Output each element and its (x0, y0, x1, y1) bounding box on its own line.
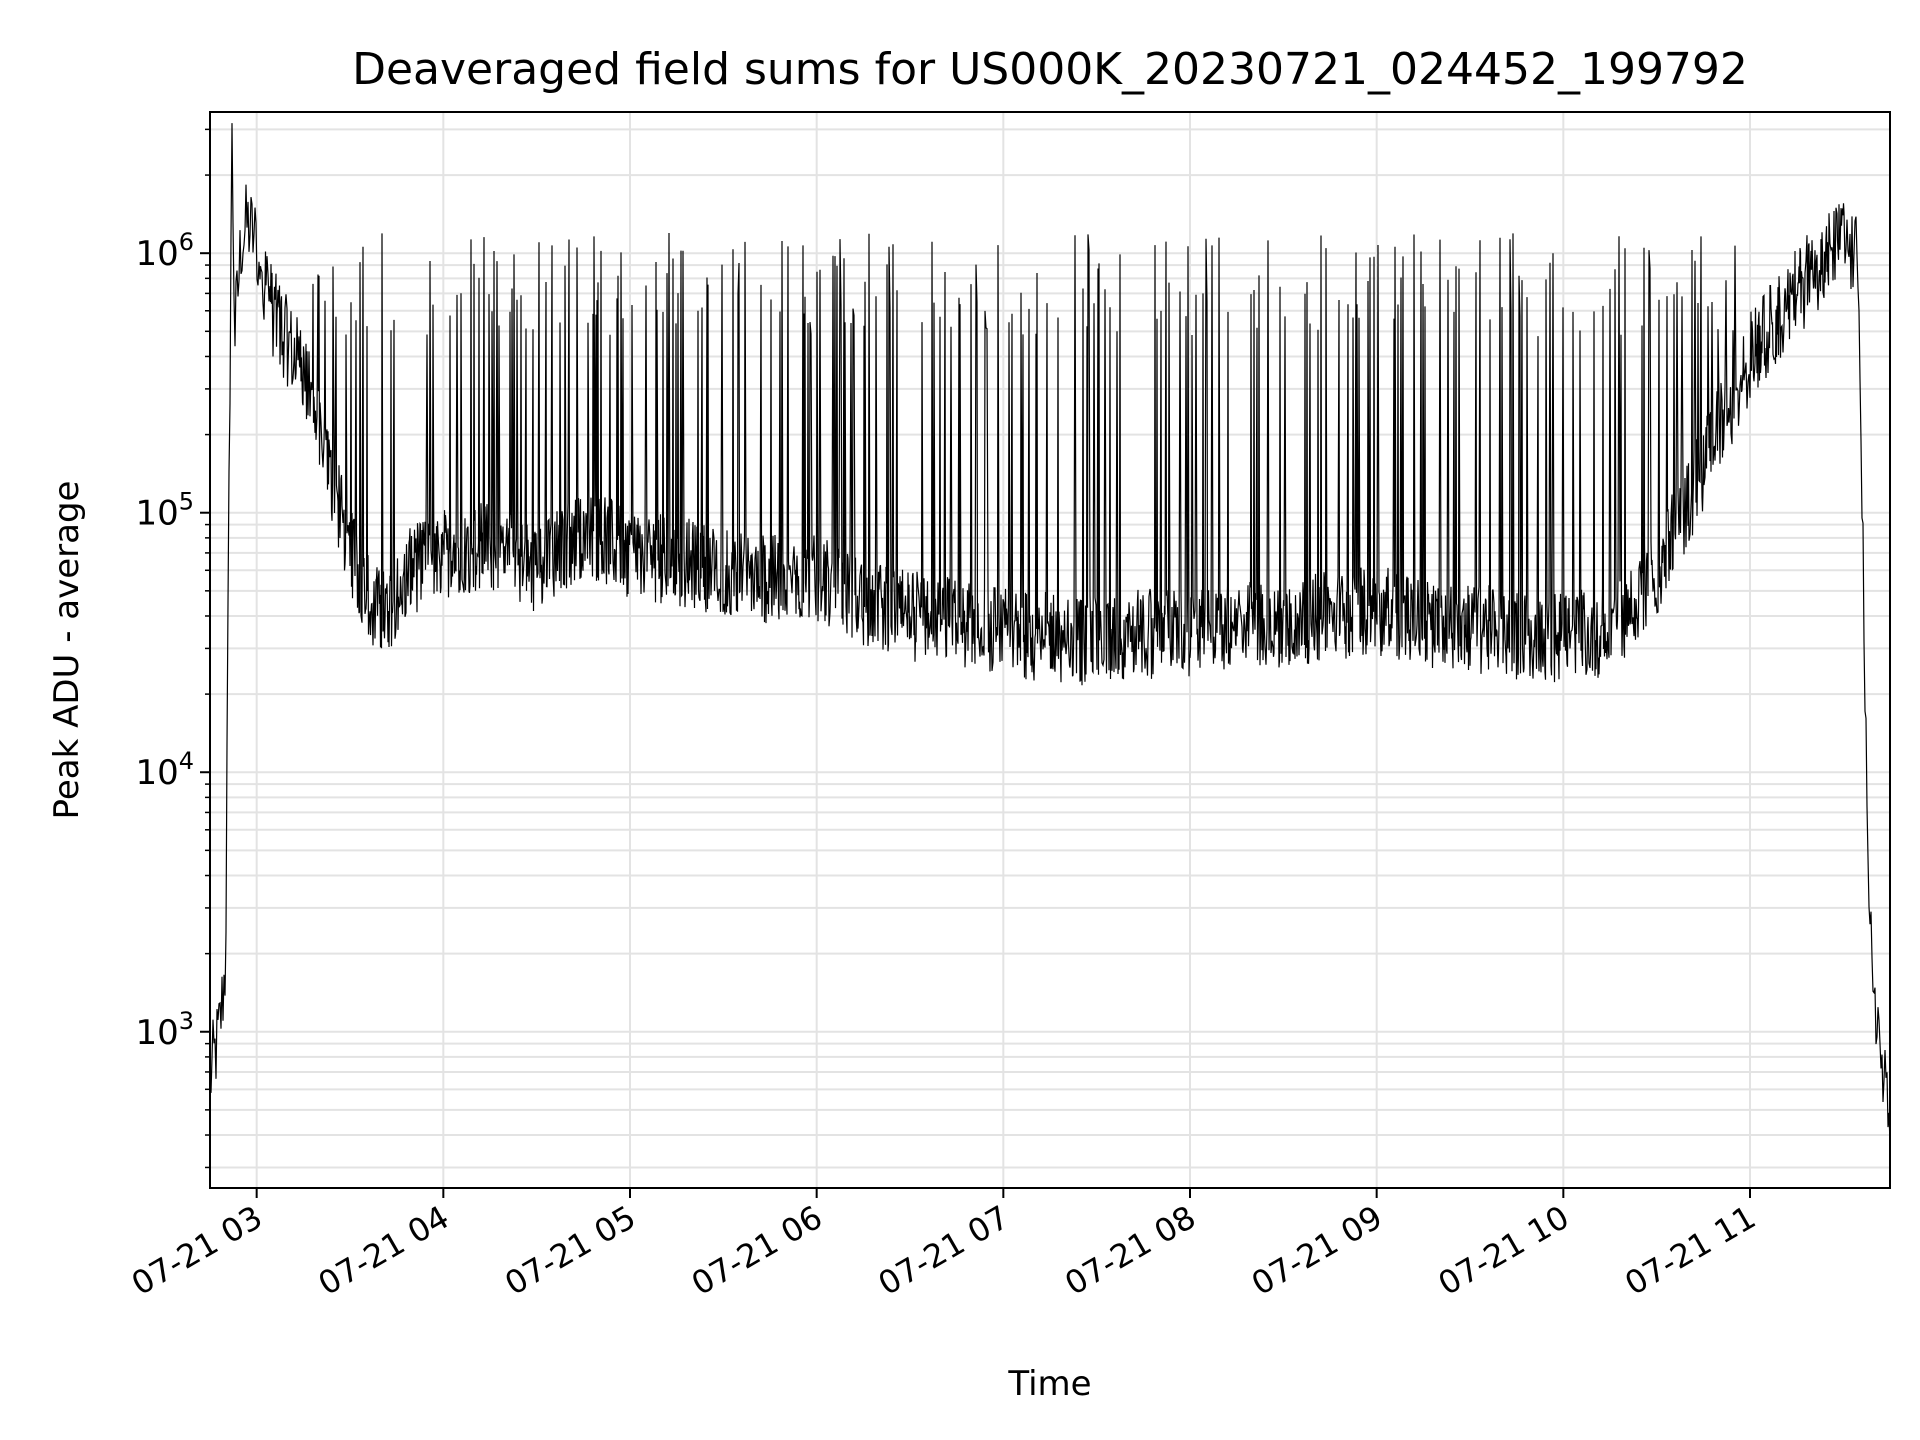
y-tick-label: 104 (135, 747, 194, 793)
x-tick-label: 07-21 08 (1058, 1198, 1202, 1303)
x-tick-label: 07-21 10 (1432, 1198, 1576, 1303)
grid-layer (210, 112, 1890, 1188)
y-axis-label: Peak ADU - average (47, 481, 87, 820)
x-tick-label: 07-21 04 (312, 1198, 456, 1303)
y-tick-label: 105 (135, 488, 194, 534)
x-tick-label: 07-21 07 (872, 1198, 1016, 1303)
line-layer (209, 123, 1891, 1145)
x-tick-label: 07-21 11 (1618, 1198, 1762, 1303)
x-tick-label: 07-21 03 (125, 1198, 269, 1303)
x-tick-label: 07-21 06 (685, 1198, 829, 1303)
tick-layer: 103 104 105 106 07-21 03 07-21 04 07-21 05 07-2… (125, 128, 1762, 1303)
y-tick-label: 103 (135, 1007, 194, 1053)
y-tick-label: 106 (135, 228, 194, 274)
plot-frame (209, 111, 1891, 1189)
x-tick-label: 07-21 09 (1245, 1198, 1389, 1303)
series-line (209, 123, 1891, 1145)
x-tick-label: 07-21 05 (498, 1198, 642, 1303)
chart-title: Deaveraged field sums for US000K_2023072… (352, 44, 1748, 95)
x-axis-label: Time (1007, 1364, 1091, 1404)
